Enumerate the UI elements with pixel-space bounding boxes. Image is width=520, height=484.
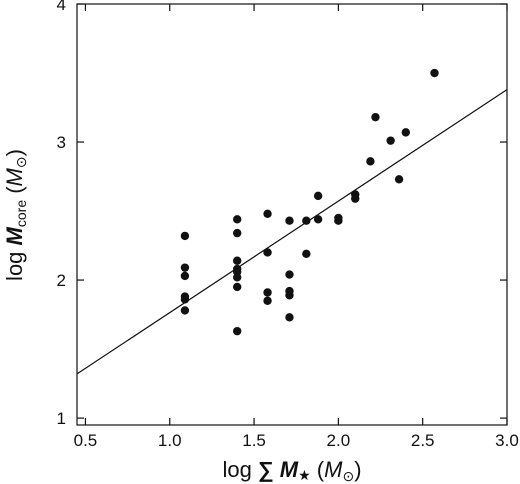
y-axis-title-sub: core: [13, 200, 29, 227]
x-tick-label: 0.5: [74, 431, 98, 450]
x-axis-title-var: M: [280, 457, 299, 482]
data-point: [263, 209, 272, 219]
data-point: [285, 291, 294, 300]
data-point: [180, 306, 190, 315]
x-tick-label: 2.5: [411, 431, 435, 450]
data-point: [180, 271, 190, 281]
data-points: [180, 68, 439, 336]
data-point: [232, 215, 242, 224]
data-point: [430, 68, 439, 78]
y-tick-label: 4: [57, 0, 66, 14]
x-axis-title-unit-var: M: [324, 457, 343, 482]
data-point: [263, 248, 272, 257]
y-axis-title-unit-open: (: [2, 186, 27, 194]
y-axis-title-prefix: log: [2, 252, 27, 281]
data-point: [285, 216, 294, 225]
y-tick-label: 3: [57, 133, 66, 152]
data-point: [401, 128, 411, 137]
fit-line: [76, 89, 508, 375]
plot-frame: [76, 3, 508, 426]
data-point: [180, 295, 190, 304]
y-axis-title-unit-close: ): [2, 149, 27, 156]
x-tick-label: 1.5: [242, 431, 266, 450]
x-tick-label: 1.0: [158, 431, 182, 450]
x-axis-title-unit-open: (: [317, 457, 325, 482]
data-point: [351, 194, 360, 203]
data-point: [334, 216, 343, 225]
axis-ticks: [77, 3, 508, 425]
data-point: [302, 216, 311, 225]
axis-tick-labels: 0.5 1.0 1.5 2.0 2.5 3.0 1 2 3 4: [57, 0, 519, 450]
x-axis-title-sum: ∑: [258, 457, 274, 482]
data-point: [232, 228, 242, 238]
data-point: [232, 273, 242, 282]
x-axis-title-prefix: log: [222, 457, 251, 482]
data-point: [366, 157, 375, 166]
y-axis-title: log Mcore (M⊙): [2, 149, 31, 281]
data-point: [302, 249, 311, 259]
data-point: [232, 282, 242, 292]
data-point: [394, 175, 404, 184]
data-point: [263, 288, 272, 297]
data-point: [386, 136, 395, 145]
data-point: [371, 112, 380, 122]
data-point: [285, 313, 294, 322]
data-point: [263, 296, 272, 305]
data-point: [232, 326, 242, 336]
data-point: [313, 215, 323, 224]
x-axis-title-star: ★: [298, 467, 311, 483]
data-point: [180, 231, 190, 241]
x-axis-title: log ∑ M★ (M⊙): [222, 457, 361, 484]
y-axis-title-var: M: [2, 226, 27, 245]
y-tick-label: 1: [57, 409, 66, 428]
x-axis-title-unit-close: ): [354, 457, 361, 482]
data-point: [285, 270, 294, 279]
y-tick-label: 2: [57, 271, 66, 290]
y-axis-title-unit-var: M: [2, 167, 27, 186]
data-point: [180, 263, 190, 272]
y-axis-title-unit-sub: ⊙: [13, 156, 29, 168]
data-point: [313, 191, 323, 201]
data-point: [232, 256, 242, 265]
x-tick-label: 2.0: [327, 431, 351, 450]
x-tick-label: 3.0: [495, 431, 519, 450]
x-axis-title-unit-sub: ⊙: [342, 468, 354, 484]
